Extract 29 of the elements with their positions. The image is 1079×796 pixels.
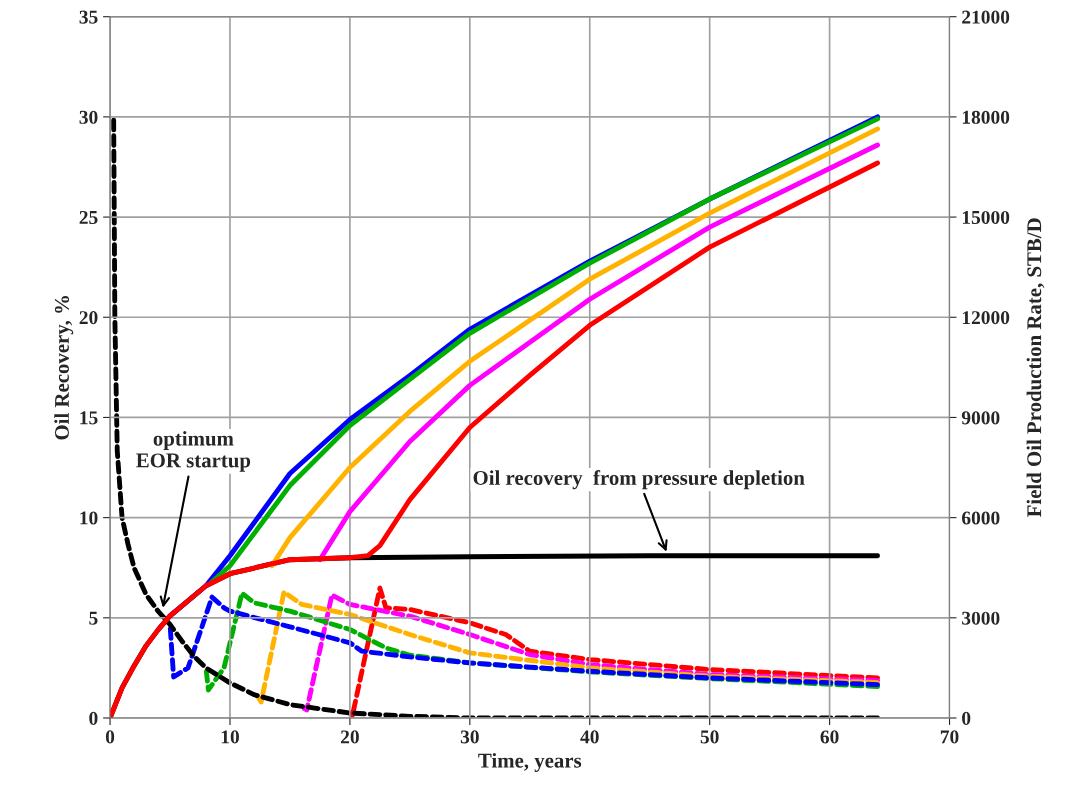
x-tick-label: 30 [460, 730, 479, 744]
y2-tick-label: 3000 [962, 611, 1000, 625]
y2-tick-label: 0 [962, 711, 971, 725]
y2-tick-label: 9000 [961, 411, 1000, 425]
y-tick-label: 0 [89, 711, 98, 725]
annotation: Oil recovery from pressure depletion [473, 470, 805, 490]
x-axis-title: Time, years [478, 752, 582, 772]
y-tick-label: 35 [79, 10, 98, 24]
y-tick-label: 15 [80, 411, 98, 425]
x-tick-label: 10 [221, 730, 239, 744]
y-tick-label: 30 [79, 110, 98, 124]
y2-tick-label: 12000 [962, 311, 1010, 325]
annotation: optimum EOR startup [136, 431, 251, 472]
x-tick-label: 40 [580, 730, 599, 744]
y2-tick-label: 21000 [962, 10, 1010, 24]
y2-tick-label: 6000 [961, 511, 1000, 525]
y-tick-label: 5 [89, 611, 98, 625]
x-tick-label: 20 [341, 730, 359, 744]
x-tick-label: 60 [820, 730, 839, 744]
y2-tick-label: 15000 [962, 210, 1010, 225]
x-tick-label: 70 [940, 730, 959, 744]
x-tick-label: 50 [700, 730, 719, 744]
y2-axis-title: Field Oil Production Rate, STB/D [1026, 218, 1045, 517]
y-tick-label: 20 [79, 311, 98, 325]
x-tick-label: 0 [105, 730, 115, 744]
y2-tick-label: 18000 [962, 110, 1010, 124]
y-tick-label: 10 [80, 511, 98, 525]
y-axis-title: Oil Recovery, % [54, 296, 74, 440]
y-tick-label: 25 [79, 210, 98, 225]
